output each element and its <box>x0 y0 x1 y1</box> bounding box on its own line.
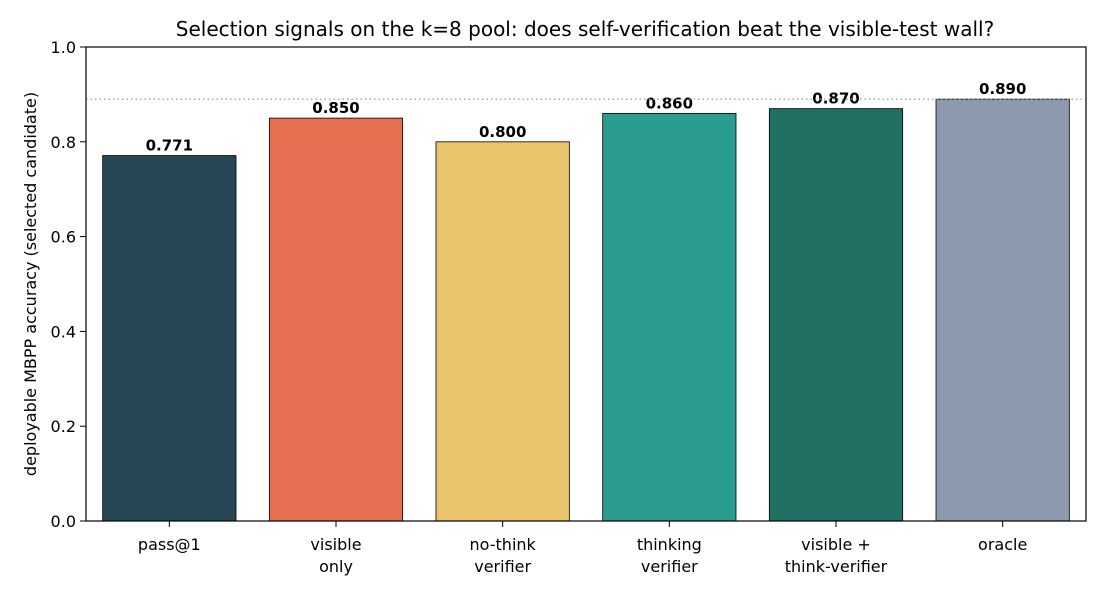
bar <box>268 117 404 522</box>
data-label: 0.860 <box>646 94 693 112</box>
x-tick-label: thinking verifier <box>637 535 702 576</box>
data-label: 0.800 <box>479 123 526 141</box>
y-tick-label: 0.4 <box>51 322 76 341</box>
data-label: 0.850 <box>312 99 359 117</box>
bar <box>935 98 1070 522</box>
x-tick-label: pass@1 <box>138 535 201 554</box>
bar <box>768 108 904 522</box>
data-label: 0.870 <box>812 90 859 108</box>
plot-frame <box>85 46 1087 522</box>
bar <box>435 141 570 522</box>
x-tick-label: visible only <box>310 535 361 576</box>
data-label: 0.890 <box>979 80 1026 98</box>
y-tick-label: 0.8 <box>51 133 76 152</box>
x-tick-label: visible + think-verifier <box>785 535 888 576</box>
x-tick-label: no-think verifier <box>470 535 537 576</box>
y-axis-label: deployable MBPP accuracy (selected candi… <box>21 92 40 476</box>
chart-title: Selection signals on the k=8 pool: does … <box>176 17 994 41</box>
y-tick-label: 1.0 <box>51 38 76 57</box>
y-tick-label: 0.0 <box>51 512 76 531</box>
bar <box>102 155 237 522</box>
x-tick-label: oracle <box>978 535 1027 554</box>
y-tick-label: 0.2 <box>51 417 76 436</box>
y-tick-label: 0.6 <box>51 228 76 247</box>
data-label: 0.771 <box>146 137 193 155</box>
bar <box>602 112 737 522</box>
